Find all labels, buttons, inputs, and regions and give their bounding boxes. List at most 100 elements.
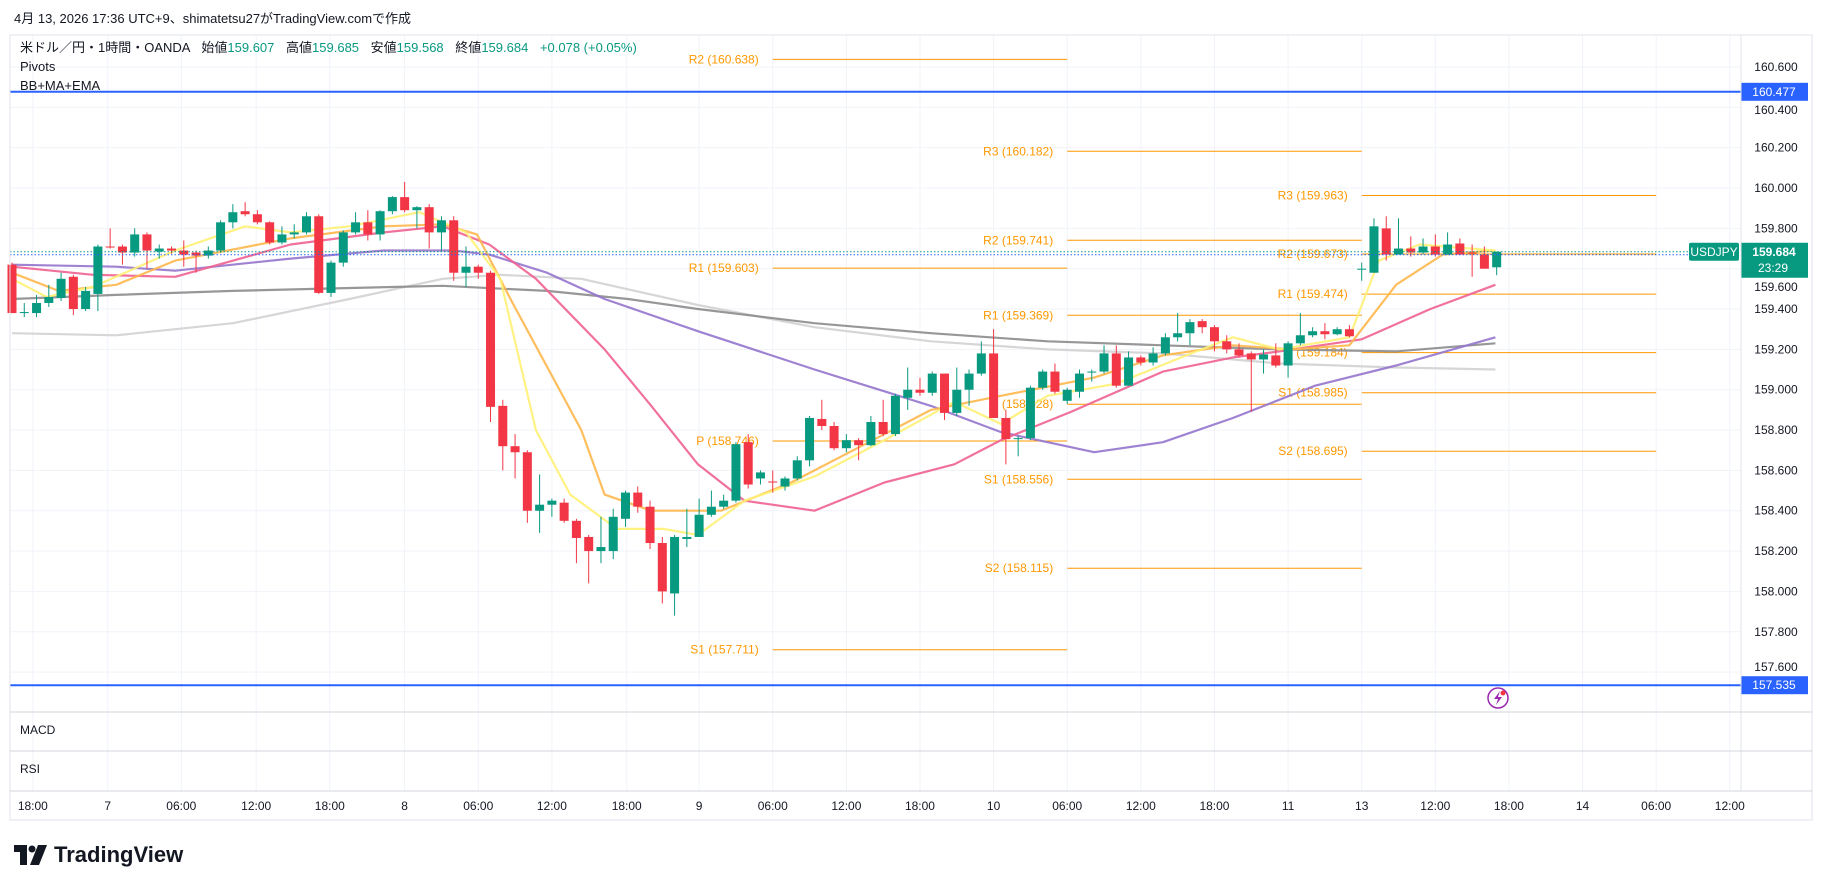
indicator-pivots[interactable]: Pivots <box>20 59 56 74</box>
candle-up <box>731 444 741 501</box>
pivot-label: R1 (159.369) <box>983 308 1053 322</box>
candle-up <box>866 421 876 446</box>
candle-up <box>154 248 164 252</box>
candle-up <box>461 266 471 273</box>
price-tick-label: 158.800 <box>1754 423 1798 437</box>
time-tick-label: 10 <box>987 799 1001 813</box>
pivot-label: S1 (158.556) <box>984 472 1053 486</box>
candle-up <box>608 516 618 552</box>
price-tick-label: 159.800 <box>1754 221 1798 235</box>
candle-up <box>203 250 213 256</box>
candle-up <box>621 492 630 519</box>
candle-down <box>105 246 115 248</box>
time-tick-label: 12:00 <box>537 799 567 813</box>
symbol-ohlc-line[interactable]: 米ドル／円・1時間・OANDA 始値159.607 高値159.685 安値15… <box>20 38 637 57</box>
horizontal-line-tag <box>1741 82 1808 101</box>
price-tick-label: 158.000 <box>1754 584 1798 598</box>
candle-up <box>301 216 311 233</box>
candle-down <box>142 234 152 251</box>
chart-caption: 4月 13, 2026 17:36 UTC+9、shimatetsu27がTra… <box>14 11 412 26</box>
candle-down <box>645 506 655 544</box>
time-tick-label: 12:00 <box>1715 799 1745 813</box>
candle-up <box>670 536 680 594</box>
high-label: 高値 <box>286 40 313 55</box>
ema-purple-line <box>11 249 1496 454</box>
horizontal-line-tag <box>1741 676 1808 695</box>
time-tick-label: 8 <box>401 799 408 813</box>
candle-down <box>768 481 778 483</box>
candle-down <box>265 222 275 243</box>
candle-up <box>1185 322 1195 334</box>
chart-frame <box>9 34 1813 821</box>
candle-up <box>326 262 336 293</box>
candle-up <box>1295 335 1305 344</box>
candle-down <box>424 207 434 233</box>
candle-down <box>1234 349 1244 356</box>
candle-up <box>387 197 397 212</box>
candle-down <box>449 220 459 273</box>
candle-up <box>755 472 765 479</box>
candle-up <box>130 234 140 253</box>
price-tick-label: 159.200 <box>1754 342 1798 356</box>
candle-up <box>1394 248 1404 255</box>
horizontal-line-price: 157.535 <box>1752 678 1796 692</box>
time-tick-label: 12:00 <box>241 799 271 813</box>
price-tick-label: 157.800 <box>1754 625 1798 639</box>
macd-pane-label[interactable]: MACD <box>20 723 56 737</box>
candle-up <box>780 478 790 487</box>
last-price-value: 159.684 <box>1752 245 1796 259</box>
time-tick-label: 06:00 <box>1052 799 1082 813</box>
candle-down <box>1479 254 1489 269</box>
candle-down <box>1197 321 1207 328</box>
pivot-label: R3 (159.963) <box>1278 188 1348 202</box>
price-tick-label: 159.400 <box>1754 302 1798 316</box>
price-tick-label: 159.600 <box>1754 280 1798 294</box>
horizontal-lines[interactable]: USDJPY 159.684 23:29 160.477 157.535 <box>10 82 1808 695</box>
candle-up <box>719 500 729 507</box>
time-tick-label: 18:00 <box>612 799 642 813</box>
candle-up <box>19 312 29 314</box>
time-tick-label: 14 <box>1576 799 1590 813</box>
last-price-tag <box>1741 242 1808 278</box>
candle-down <box>915 389 925 393</box>
candle-down <box>240 211 250 215</box>
pivot-label: R3 (160.182) <box>983 144 1053 158</box>
candle-down <box>829 426 839 449</box>
time-axis[interactable]: 18:00 7 06:00 12:00 18:00 8 06:00 12:00 18:00 9 06… <box>18 799 1745 813</box>
candle-down <box>1246 353 1256 360</box>
candle-down <box>657 543 667 592</box>
price-tick-label: 158.400 <box>1754 504 1798 518</box>
time-tick-label: 18:00 <box>905 799 935 813</box>
close-label: 終値 <box>455 40 482 55</box>
tradingview-logo[interactable]: TradingView <box>14 842 183 868</box>
candle-down <box>1320 331 1330 335</box>
candle-down <box>522 452 532 511</box>
price-tick-label: 159.000 <box>1754 383 1798 397</box>
price-tick-label: 160.400 <box>1754 103 1798 117</box>
candle-down <box>1136 357 1146 363</box>
low-label: 安値 <box>370 40 397 55</box>
candle-up <box>1124 357 1134 386</box>
alert-lightning-icon[interactable] <box>1487 687 1509 709</box>
open-value: 159.607 <box>227 40 275 55</box>
rsi-pane-label[interactable]: RSI <box>20 762 41 776</box>
candle-down <box>633 492 643 507</box>
candle-down <box>252 214 262 223</box>
candle-up <box>289 232 299 235</box>
candle-up <box>694 514 704 537</box>
candle-up <box>1259 354 1269 360</box>
candle-up <box>93 246 103 294</box>
symbol-tag-label: USDJPY <box>1690 245 1737 259</box>
indicator-bb-ma-ema[interactable]: BB+MA+EMA <box>20 78 101 93</box>
candle-down <box>989 353 999 418</box>
price-tick-label: 160.000 <box>1754 181 1798 195</box>
price-axis[interactable]: 160.600 160.400 160.200 160.000 159.800 159.6… <box>1754 60 1798 674</box>
logo-text: TradingView <box>54 842 184 867</box>
candle-up <box>351 222 361 233</box>
candle-down <box>179 250 189 255</box>
price-tick-label: 160.600 <box>1754 60 1798 74</box>
candle-down <box>400 197 410 211</box>
pivot-label: S1 (158.985) <box>1278 386 1347 400</box>
candle-down <box>878 421 888 435</box>
